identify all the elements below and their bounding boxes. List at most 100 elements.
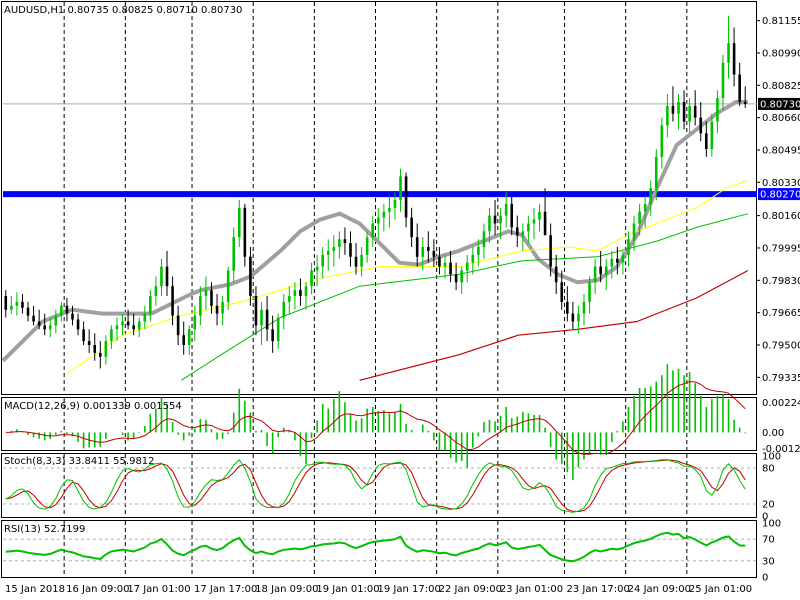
candle-body (643, 203, 647, 212)
candle-body (98, 352, 102, 357)
candle-body (221, 301, 224, 314)
y-tick-label: 0.79335 (762, 373, 800, 384)
candle-body (21, 301, 24, 308)
candle-body (382, 211, 386, 218)
candle-body (388, 207, 391, 212)
candle-body (115, 325, 119, 330)
candle-body (260, 309, 263, 326)
rsi-title: RSI(13) 52.7199 (4, 524, 85, 535)
candle-body (365, 237, 369, 255)
candle-body (577, 313, 580, 322)
candle-body (616, 258, 619, 263)
candle-body (532, 219, 536, 224)
candle-body (354, 256, 358, 267)
candle-body (93, 345, 97, 353)
candle-body (499, 215, 502, 224)
x-tick-label: 25 Jan 01:00 (689, 584, 752, 595)
candle-body (654, 156, 658, 189)
x-tick-label: 18 Jan 09:00 (255, 584, 318, 595)
candle-body (132, 325, 135, 330)
candle-body (199, 296, 202, 316)
y-tick-label: 0.79500 (762, 341, 800, 352)
candle-body (438, 256, 441, 267)
x-tick-label: 16 Jan 09:00 (66, 584, 129, 595)
macd-tick-label: -0.001228 (762, 444, 800, 455)
candle-body (560, 282, 564, 302)
x-tick-label: 24 Jan 09:00 (628, 584, 691, 595)
y-tick-label: 0.80825 (762, 81, 800, 92)
candle-body (515, 227, 519, 236)
y-tick-label: 0.80990 (762, 48, 800, 59)
candle-body (143, 313, 147, 322)
level-price-label: 0.80270 (760, 190, 800, 201)
candle-body (471, 254, 475, 263)
candle-body (716, 98, 719, 122)
candle-body (160, 266, 163, 287)
candle-body (671, 105, 675, 114)
x-tick-label: 19 Jan 17:00 (378, 584, 441, 595)
candle-body (26, 307, 30, 316)
candle-body (237, 207, 241, 238)
candle-body (32, 315, 35, 322)
candle-body (705, 133, 708, 149)
candle-body (232, 237, 236, 271)
candle-body (282, 301, 286, 318)
candle-body (360, 254, 363, 267)
current-price-marker (758, 97, 800, 110)
candle-body (349, 243, 352, 257)
candle-body (332, 247, 336, 251)
candle-body (65, 305, 69, 314)
rsi-tick-label: 100 (762, 519, 781, 530)
candle-body (210, 290, 213, 306)
candle-body (538, 211, 541, 220)
candle-body (137, 321, 141, 330)
candle-body (243, 207, 247, 257)
candle-body (693, 105, 697, 118)
candle-body (315, 266, 319, 271)
stoch-main-line (5, 459, 746, 513)
x-tick-label: 17 Jan 17:00 (194, 584, 257, 595)
candle-body (465, 262, 469, 271)
candle-body (482, 231, 486, 247)
candle-body (610, 258, 614, 267)
candle-body (454, 274, 458, 283)
stoch-tick-label: 100 (762, 452, 781, 463)
candle-body (682, 101, 686, 122)
candle-body (710, 121, 714, 149)
macd-panel-frame (1, 397, 757, 451)
candle-body (82, 329, 85, 342)
candle-body (599, 266, 602, 275)
rsi-line (5, 531, 746, 563)
candle-body (76, 319, 80, 330)
candle-body (171, 286, 174, 316)
candle-body (60, 305, 63, 316)
price-panel-frame (1, 1, 757, 395)
candle-body (421, 247, 425, 257)
candle-body (165, 266, 169, 287)
candle-body (271, 329, 274, 342)
stoch-tick-label: 80 (762, 464, 775, 475)
candle-body (104, 341, 108, 357)
candle-body (343, 239, 347, 244)
price-panel (1, 15, 757, 381)
candle-body (304, 286, 308, 296)
candle-body (543, 211, 547, 236)
y-tick-label: 0.80495 (762, 145, 800, 156)
stoch-tick-label: 0 (762, 512, 768, 523)
candle-body (477, 247, 480, 255)
candle-body (10, 305, 13, 310)
candle-body (276, 317, 280, 342)
candle-body (632, 223, 636, 240)
candle-body (226, 270, 230, 302)
candle-body (399, 176, 402, 200)
candle-body (126, 321, 130, 326)
stoch-signal-line (5, 459, 746, 513)
y-tick-label: 0.79830 (762, 276, 800, 287)
candle-body (182, 335, 185, 345)
candle-body (504, 203, 508, 216)
candle-body (321, 254, 324, 267)
candle-body (48, 325, 52, 330)
candle-body (493, 215, 497, 224)
candle-body (427, 247, 430, 251)
